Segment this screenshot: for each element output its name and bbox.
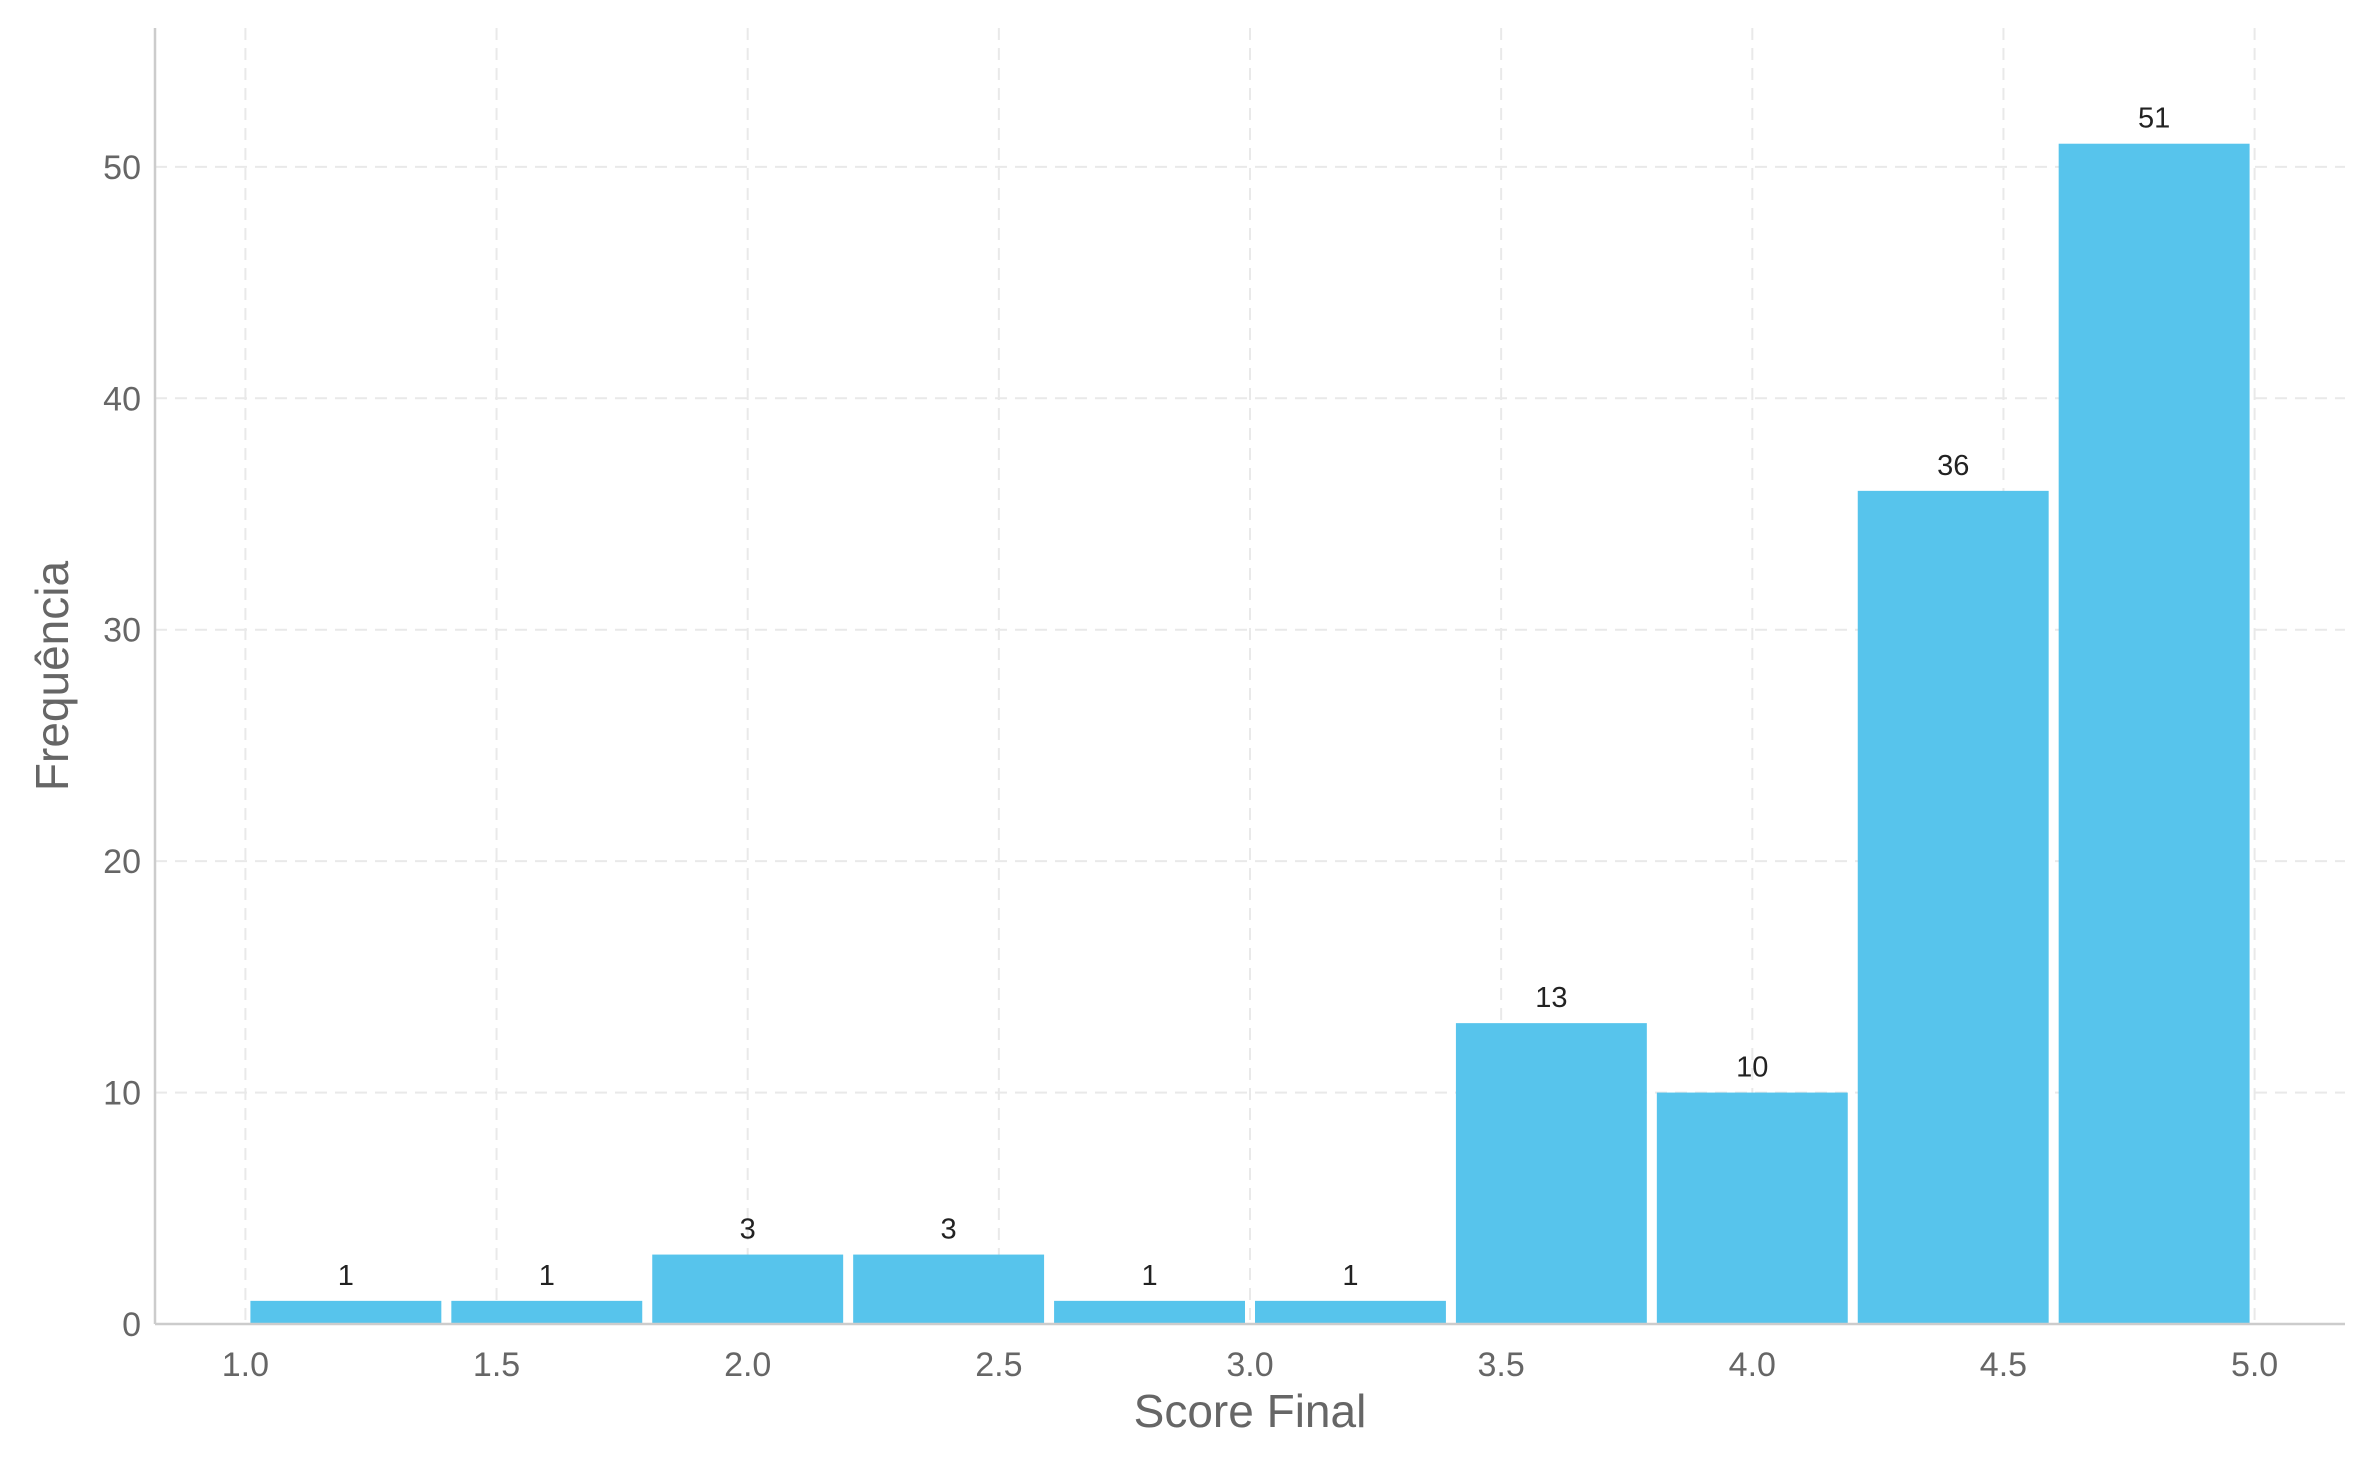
y-tick-label: 50 — [103, 149, 141, 187]
axes — [153, 28, 2345, 1326]
bar — [250, 1300, 442, 1324]
bar — [1857, 490, 2049, 1324]
x-tick-label: 2.0 — [724, 1346, 771, 1384]
x-tick-label: 4.5 — [1980, 1346, 2027, 1384]
bar-value-label: 36 — [1937, 450, 1969, 482]
bar — [1054, 1300, 1245, 1324]
tick-labels: 1.0 1.5 2.0 2.5 3.0 3.5 4.0 4.5 5.0 0 10 20 30 40 50 — [103, 149, 2278, 1384]
bar-value-label: 1 — [338, 1260, 354, 1292]
y-axis-title: Frequência — [26, 561, 78, 792]
bars — [250, 143, 2250, 1325]
bar-value-label: 3 — [740, 1214, 756, 1246]
y-tick-label: 0 — [122, 1306, 141, 1344]
x-tick-label: 2.5 — [975, 1346, 1022, 1384]
bar-value-label: 3 — [941, 1214, 957, 1246]
x-tick-label: 1.0 — [222, 1346, 269, 1384]
y-tick-label: 40 — [103, 380, 141, 418]
x-axis-title: Score Final — [1134, 1385, 1367, 1437]
bar — [1656, 1092, 1848, 1324]
bar — [853, 1254, 1045, 1324]
y-tick-label: 20 — [103, 843, 141, 881]
bar — [451, 1300, 643, 1324]
bar-value-label: 51 — [2138, 103, 2170, 135]
bar — [2058, 143, 2250, 1325]
bar — [1255, 1300, 1446, 1324]
x-tick-label: 4.0 — [1729, 1346, 1776, 1384]
bar-value-label: 1 — [539, 1260, 555, 1292]
y-tick-label: 30 — [103, 612, 141, 650]
bar-value-label: 1 — [1141, 1260, 1157, 1292]
bar — [652, 1254, 844, 1324]
x-tick-label: 1.5 — [473, 1346, 520, 1384]
bar-value-label: 10 — [1736, 1052, 1768, 1084]
x-tick-label: 3.0 — [1226, 1346, 1273, 1384]
bar-value-label: 13 — [1535, 982, 1567, 1014]
x-tick-label: 3.5 — [1478, 1346, 1525, 1384]
bar — [1455, 1023, 1647, 1324]
y-tick-label: 10 — [103, 1075, 141, 1113]
bar-value-label: 1 — [1342, 1260, 1358, 1292]
x-tick-label: 5.0 — [2231, 1346, 2278, 1384]
